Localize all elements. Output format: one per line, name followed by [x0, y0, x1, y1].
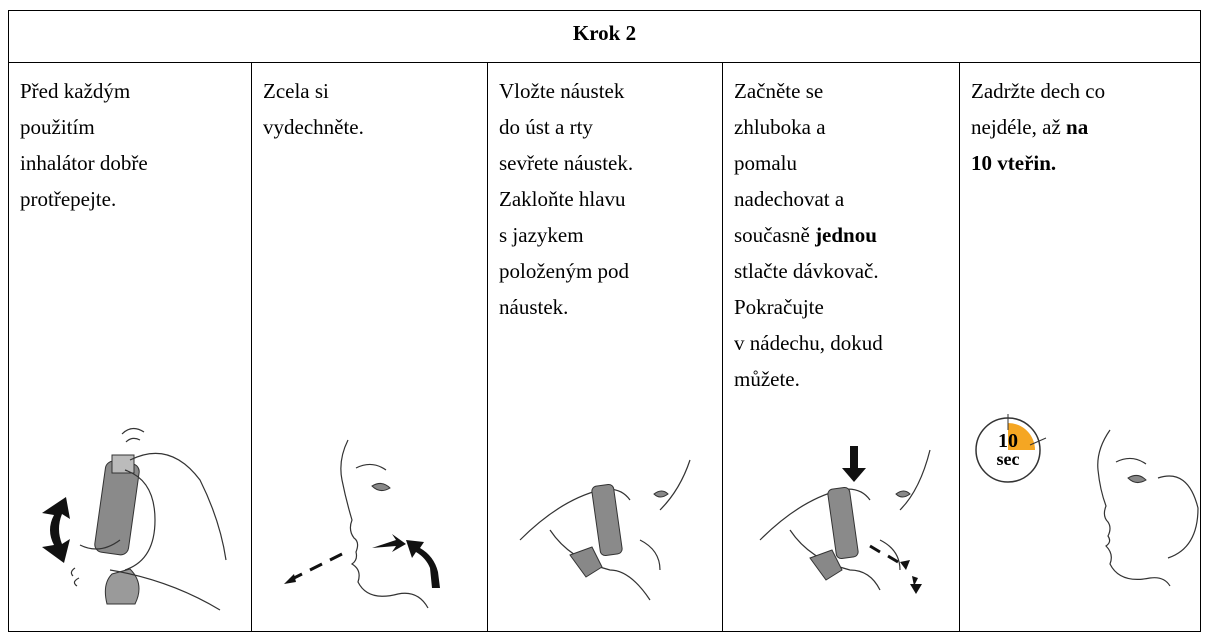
- text-line: s jazykem: [499, 217, 722, 253]
- text: Před každým: [20, 79, 131, 103]
- text-line: Vložte náustek: [499, 73, 722, 109]
- text: Vložte náustek: [499, 79, 625, 103]
- text: můžete.: [734, 367, 800, 391]
- text: nadechovat a: [734, 187, 845, 211]
- text-line: zhluboka a: [734, 109, 959, 145]
- text-line: vydechněte.: [263, 109, 487, 145]
- text: zhluboka a: [734, 115, 826, 139]
- text: pomalu: [734, 151, 797, 175]
- text-line: Před každým: [20, 73, 251, 109]
- text: vydechněte.: [263, 115, 364, 139]
- text-line: Zcela si: [263, 73, 487, 109]
- step-cell: Před každým použitím inhalátor dobře protře…: [8, 62, 252, 632]
- text: položeným pod: [499, 259, 630, 283]
- text: Zcela si: [263, 79, 329, 103]
- bold-text: 10 vteřin.: [971, 151, 1057, 175]
- text-line: do úst a rty: [499, 109, 722, 145]
- text-line: inhalátor dobře: [20, 145, 251, 181]
- text-line: můžete.: [734, 361, 959, 397]
- text: Začněte se: [734, 79, 824, 103]
- text: protřepejte.: [20, 187, 117, 211]
- step-cell: Zadržte dech co nejdéle, až na 10 vteřin.: [959, 62, 1201, 632]
- text: do úst a rty: [499, 115, 593, 139]
- text: Zadržte dech co: [971, 79, 1106, 103]
- text: současně: [734, 223, 816, 247]
- text-line: nejdéle, až na: [971, 109, 1200, 145]
- header: Krok 2: [8, 10, 1201, 63]
- text-line: náustek.: [499, 289, 722, 325]
- text-line: současně jednou: [734, 217, 959, 253]
- text: s jazykem: [499, 223, 584, 247]
- bold-text: jednou: [815, 223, 877, 247]
- text-line: položeným pod: [499, 253, 722, 289]
- text: Pokračujte: [734, 295, 824, 319]
- text-line: Zakloňte hlavu: [499, 181, 722, 217]
- step-cell: Zcela si vydechněte.: [251, 62, 488, 632]
- text-line: Pokračujte: [734, 289, 959, 325]
- text: sevřete náustek.: [499, 151, 634, 175]
- text: stlačte dávkovač.: [734, 259, 879, 283]
- text: náustek.: [499, 295, 569, 319]
- text: v nádechu, dokud: [734, 331, 883, 355]
- text: Zakloňte hlavu: [499, 187, 626, 211]
- text-line: použitím: [20, 109, 251, 145]
- text-line: pomalu: [734, 145, 959, 181]
- text-line: Zadržte dech co: [971, 73, 1200, 109]
- bold-text: na: [1066, 115, 1089, 139]
- text: inhalátor dobře: [20, 151, 148, 175]
- text-line: v nádechu, dokud: [734, 325, 959, 361]
- text-line: stlačte dávkovač.: [734, 253, 959, 289]
- text-line: 10 vteřin.: [971, 145, 1200, 181]
- text-line: protřepejte.: [20, 181, 251, 217]
- text-line: nadechovat a: [734, 181, 959, 217]
- text-line: Začněte se: [734, 73, 959, 109]
- text-line: sevřete náustek.: [499, 145, 722, 181]
- step-cell: Začněte se zhluboka a pomalu nadechovat a so…: [722, 62, 960, 632]
- text: použitím: [20, 115, 95, 139]
- header-title: Krok 2: [572, 21, 637, 45]
- text: nejdéle, až: [971, 115, 1067, 139]
- step-cell: Vložte náustek do úst a rty sevřete náuste…: [487, 62, 723, 632]
